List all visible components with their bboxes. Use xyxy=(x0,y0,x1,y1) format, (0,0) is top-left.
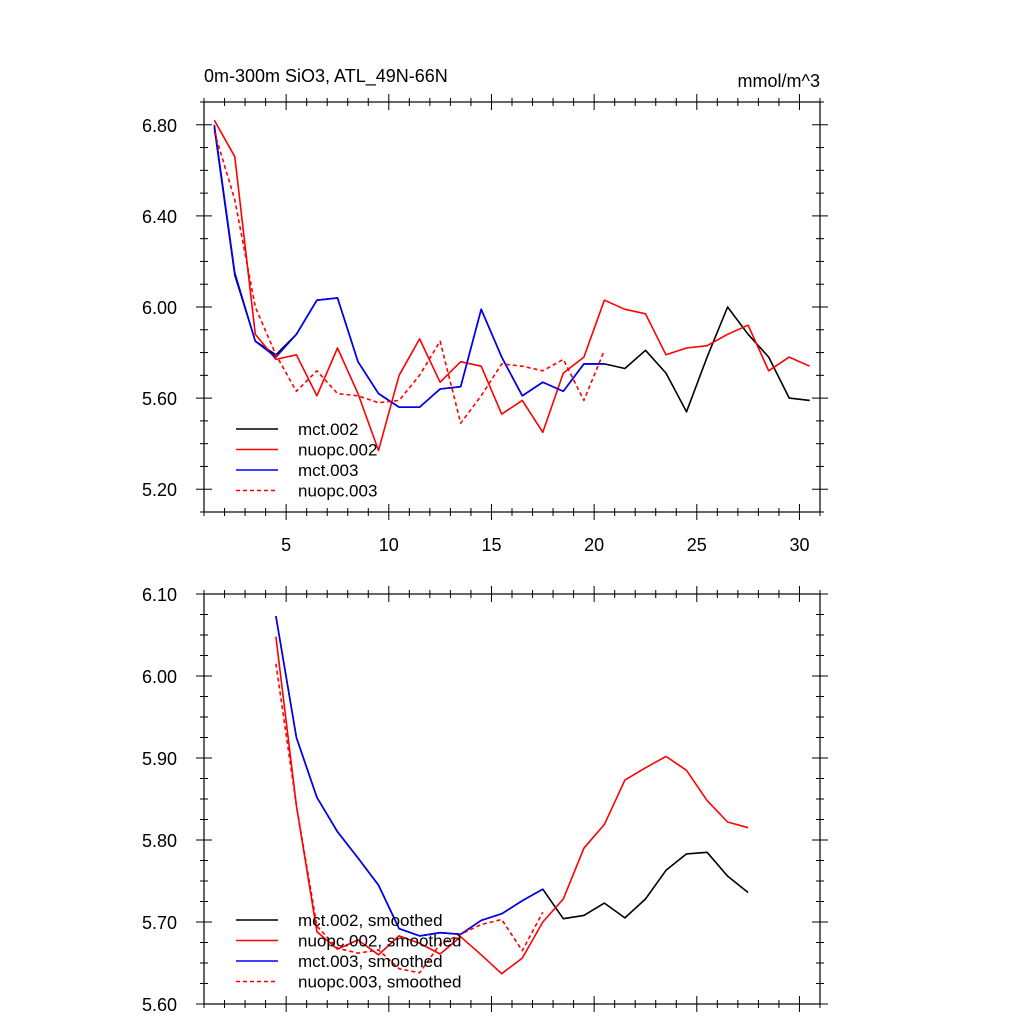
legend-label: nuopc.002 xyxy=(298,441,377,460)
y-tick-label: 5.70 xyxy=(142,913,177,933)
y-tick-label: 5.60 xyxy=(142,389,177,409)
y-tick-label: 5.80 xyxy=(142,831,177,851)
legend-label: nuopc.002, smoothed xyxy=(298,932,462,951)
panel-bottom: 5.60 5.70 5.80 5.90 6.00 6.10 mct.002, smooth… xyxy=(142,585,828,1015)
series-line-mct-003-smoothed xyxy=(275,615,544,937)
y-tick-label: 6.40 xyxy=(142,207,177,227)
chart-title: 0m-300m SiO3, ATL_49N-66N xyxy=(204,66,448,87)
y-tick-label: 5.60 xyxy=(142,995,177,1015)
series-line-mct-003 xyxy=(213,124,605,409)
x-tick-label: 25 xyxy=(687,535,707,555)
legend-label: mct.002, smoothed xyxy=(298,911,443,930)
legend-bottom: mct.002, smoothed nuopc.002, smoothedmct.… xyxy=(236,911,462,992)
y-tick-label: 6.10 xyxy=(142,585,177,605)
x-tick-label: 15 xyxy=(481,535,501,555)
y-tick-label: 6.80 xyxy=(142,116,177,136)
panel-top: 0m-300m SiO3, ATL_49N-66N mmol/m^3 5 10 15… xyxy=(142,66,828,555)
series-line-nuopc-002 xyxy=(213,119,811,452)
series-line-nuopc-003 xyxy=(213,131,606,425)
x-tick-label: 20 xyxy=(584,535,604,555)
y-tick-label: 5.90 xyxy=(142,749,177,769)
legend-label: nuopc.003 xyxy=(298,482,377,501)
legend-label: nuopc.003, smoothed xyxy=(298,973,462,992)
y-tick-label: 6.00 xyxy=(142,298,177,318)
x-tick-label: 5 xyxy=(281,535,291,555)
series-line-mct-002-smoothed xyxy=(275,615,749,937)
legend-label: mct.003, smoothed xyxy=(298,952,443,971)
legend-label: mct.003 xyxy=(298,461,358,480)
x-tick-label: 30 xyxy=(789,535,809,555)
y-tick-label: 5.20 xyxy=(142,480,177,500)
x-tick-label: 10 xyxy=(379,535,399,555)
series-lines-top xyxy=(213,119,811,452)
series-line-nuopc-002-smoothed xyxy=(275,636,749,975)
y-tick-label: 6.00 xyxy=(142,667,177,687)
ticks-top: 5 10 15 20 25 30 5.20 5.60 6.00 6.40 6.80 xyxy=(142,94,828,555)
ticks-bottom: 5.60 5.70 5.80 5.90 6.00 6.10 xyxy=(142,585,828,1015)
series-line-nuopc-003-smoothed xyxy=(275,663,544,974)
series-lines-bottom xyxy=(275,615,749,975)
units-label: mmol/m^3 xyxy=(738,71,820,91)
legend-label: mct.002 xyxy=(298,420,358,439)
